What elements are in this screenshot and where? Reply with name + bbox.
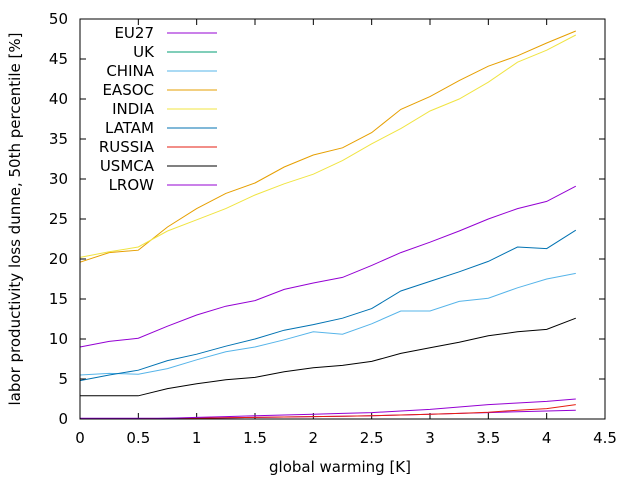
y-tick-label: 25 <box>49 210 68 228</box>
legend-label: CHINA <box>106 62 154 80</box>
x-tick-label: 2.5 <box>360 429 384 447</box>
legend-label: LATAM <box>105 119 154 137</box>
series-line-easoc <box>79 30 576 263</box>
x-tick-label: 2 <box>309 429 319 447</box>
series-line-china <box>79 272 576 376</box>
x-tick-label: 3 <box>425 429 435 447</box>
x-tick-label: 4 <box>542 429 552 447</box>
y-tick-label: 15 <box>49 290 68 308</box>
legend-label: EASOC <box>102 81 154 99</box>
x-tick-label: 3.5 <box>476 429 500 447</box>
y-tick-label: 35 <box>49 130 68 148</box>
series-line-russia <box>80 404 576 420</box>
x-tick-label: 0.5 <box>126 429 150 447</box>
series-line-series-9 <box>80 398 576 420</box>
y-tick-label: 30 <box>49 170 68 188</box>
legend-label: INDIA <box>112 100 155 118</box>
y-tick-label: 10 <box>49 330 68 348</box>
y-tick-label: 50 <box>49 10 68 28</box>
axis-ticks: 0 0.5 1 1.5 2 2.5 3 3.5 4 4.5 0 5 10 15 20 25 30 35 40 45 50 <box>49 10 617 447</box>
legend: EU27UKCHINAEASOCINDIALATAMRUSSIAUSMCALRO… <box>99 24 217 194</box>
x-tick-label: 0 <box>75 429 85 447</box>
x-axis-label: global warming [K] <box>269 458 411 476</box>
legend-label: UK <box>133 43 155 61</box>
y-tick-label: 40 <box>49 90 68 108</box>
y-tick-label: 0 <box>58 410 68 428</box>
x-tick-label: 4.5 <box>593 429 617 447</box>
x-tick-label: 1.5 <box>243 429 267 447</box>
plot-frame <box>79 18 606 420</box>
x-tick-label: 1 <box>192 429 202 447</box>
series-line-latam <box>79 229 577 382</box>
legend-label: LROW <box>109 176 155 194</box>
series-lines <box>79 30 577 420</box>
y-axis-label: labor productivity loss dunne, 50th perc… <box>6 33 24 406</box>
series-line-lrow <box>79 185 577 348</box>
y-tick-label: 5 <box>58 370 68 388</box>
y-tick-label: 45 <box>49 50 68 68</box>
y-tick-label: 20 <box>49 250 68 268</box>
legend-label: USMCA <box>100 157 155 175</box>
series-line-usmca <box>80 317 576 397</box>
legend-label: RUSSIA <box>99 138 155 156</box>
series-line-india <box>79 34 577 258</box>
legend-label: EU27 <box>114 24 154 42</box>
